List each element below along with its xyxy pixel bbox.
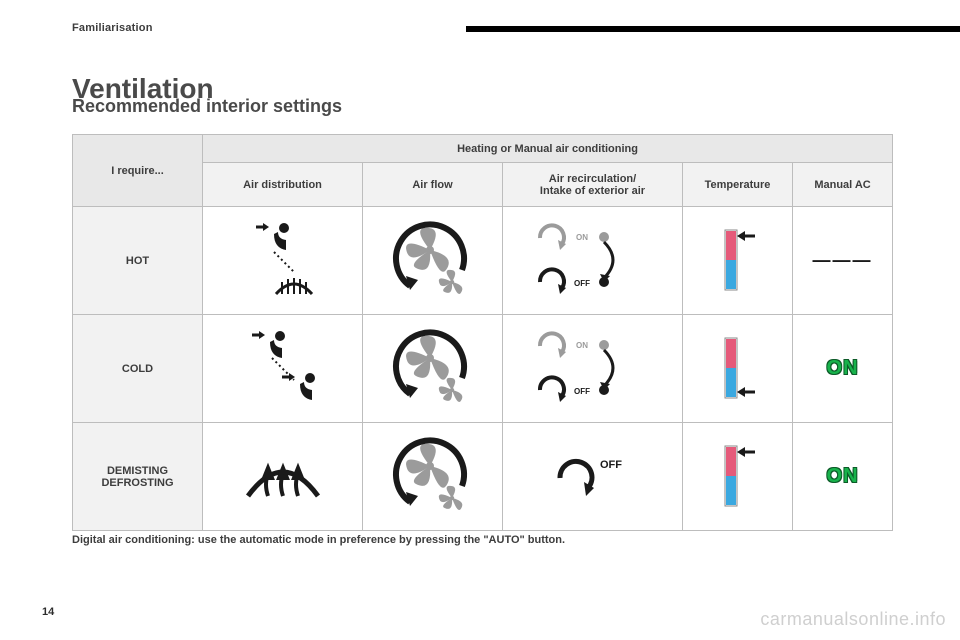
svg-text:ON: ON [576,233,588,242]
col-temperature: Temperature [683,163,793,207]
table-row: COLD [73,315,893,423]
row-label-cold: COLD [73,315,203,423]
cell-flow-hot [363,207,503,315]
breadcrumb: Familiarisation [72,22,153,34]
air-dist-face-feet-icon [228,326,338,412]
col-air-flow: Air flow [363,163,503,207]
header-rule [466,26,960,32]
cell-flow-defrost [363,423,503,531]
svg-text:OFF: OFF [600,459,622,471]
cell-dist-defrost [203,423,363,531]
cell-ac-defrost: ON [793,423,893,531]
col-recirculation: Air recirculation/ Intake of exterior ai… [503,163,683,207]
cell-recirc-cold: ON OFF [503,315,683,423]
footnote: Digital air conditioning: use the automa… [72,534,565,546]
col-air-distribution: Air distribution [203,163,363,207]
table-span-header: Heating or Manual air conditioning [203,135,893,163]
cell-recirc-defrost: OFF [503,423,683,531]
air-flow-icon [378,324,488,414]
windshield-defrost-icon [228,434,338,520]
table-corner: I require... [73,135,203,207]
cell-temp-hot [683,207,793,315]
air-dist-upper-feet-icon [228,218,338,304]
svg-text:ON: ON [576,341,588,350]
cell-temp-defrost [683,423,793,531]
temperature-hot-icon [703,434,773,520]
svg-text:OFF: OFF [574,387,590,396]
cell-dist-hot [203,207,363,315]
cell-temp-cold [683,315,793,423]
settings-table: I require... Heating or Manual air condi… [72,134,893,531]
manual-ac-on: ON [827,357,859,379]
temperature-hot-icon [703,218,773,304]
cell-ac-hot: ——— [793,207,893,315]
air-flow-icon [378,432,488,522]
manual-ac-on: ON [827,465,859,487]
cell-flow-cold [363,315,503,423]
page-subtitle: Recommended interior settings [72,96,342,117]
watermark: carmanualsonline.info [760,609,946,630]
recirc-toggle-icon: ON OFF [518,324,668,414]
recirc-off-icon: OFF [518,432,668,522]
cell-dist-cold [203,315,363,423]
recirc-toggle-icon: ON OFF [518,216,668,306]
row-label-hot: HOT [73,207,203,315]
table-row: DEMISTING DEFROSTING [73,423,893,531]
cell-ac-cold: ON [793,315,893,423]
cell-recirc-hot: ON OFF [503,207,683,315]
row-label-defrost: DEMISTING DEFROSTING [73,423,203,531]
svg-text:OFF: OFF [574,279,590,288]
page-number: 14 [42,606,54,618]
table-row: HOT [73,207,893,315]
air-flow-icon [378,216,488,306]
col-manual-ac: Manual AC [793,163,893,207]
temperature-cold-icon [703,326,773,412]
manual-ac-dash: ——— [813,250,873,270]
